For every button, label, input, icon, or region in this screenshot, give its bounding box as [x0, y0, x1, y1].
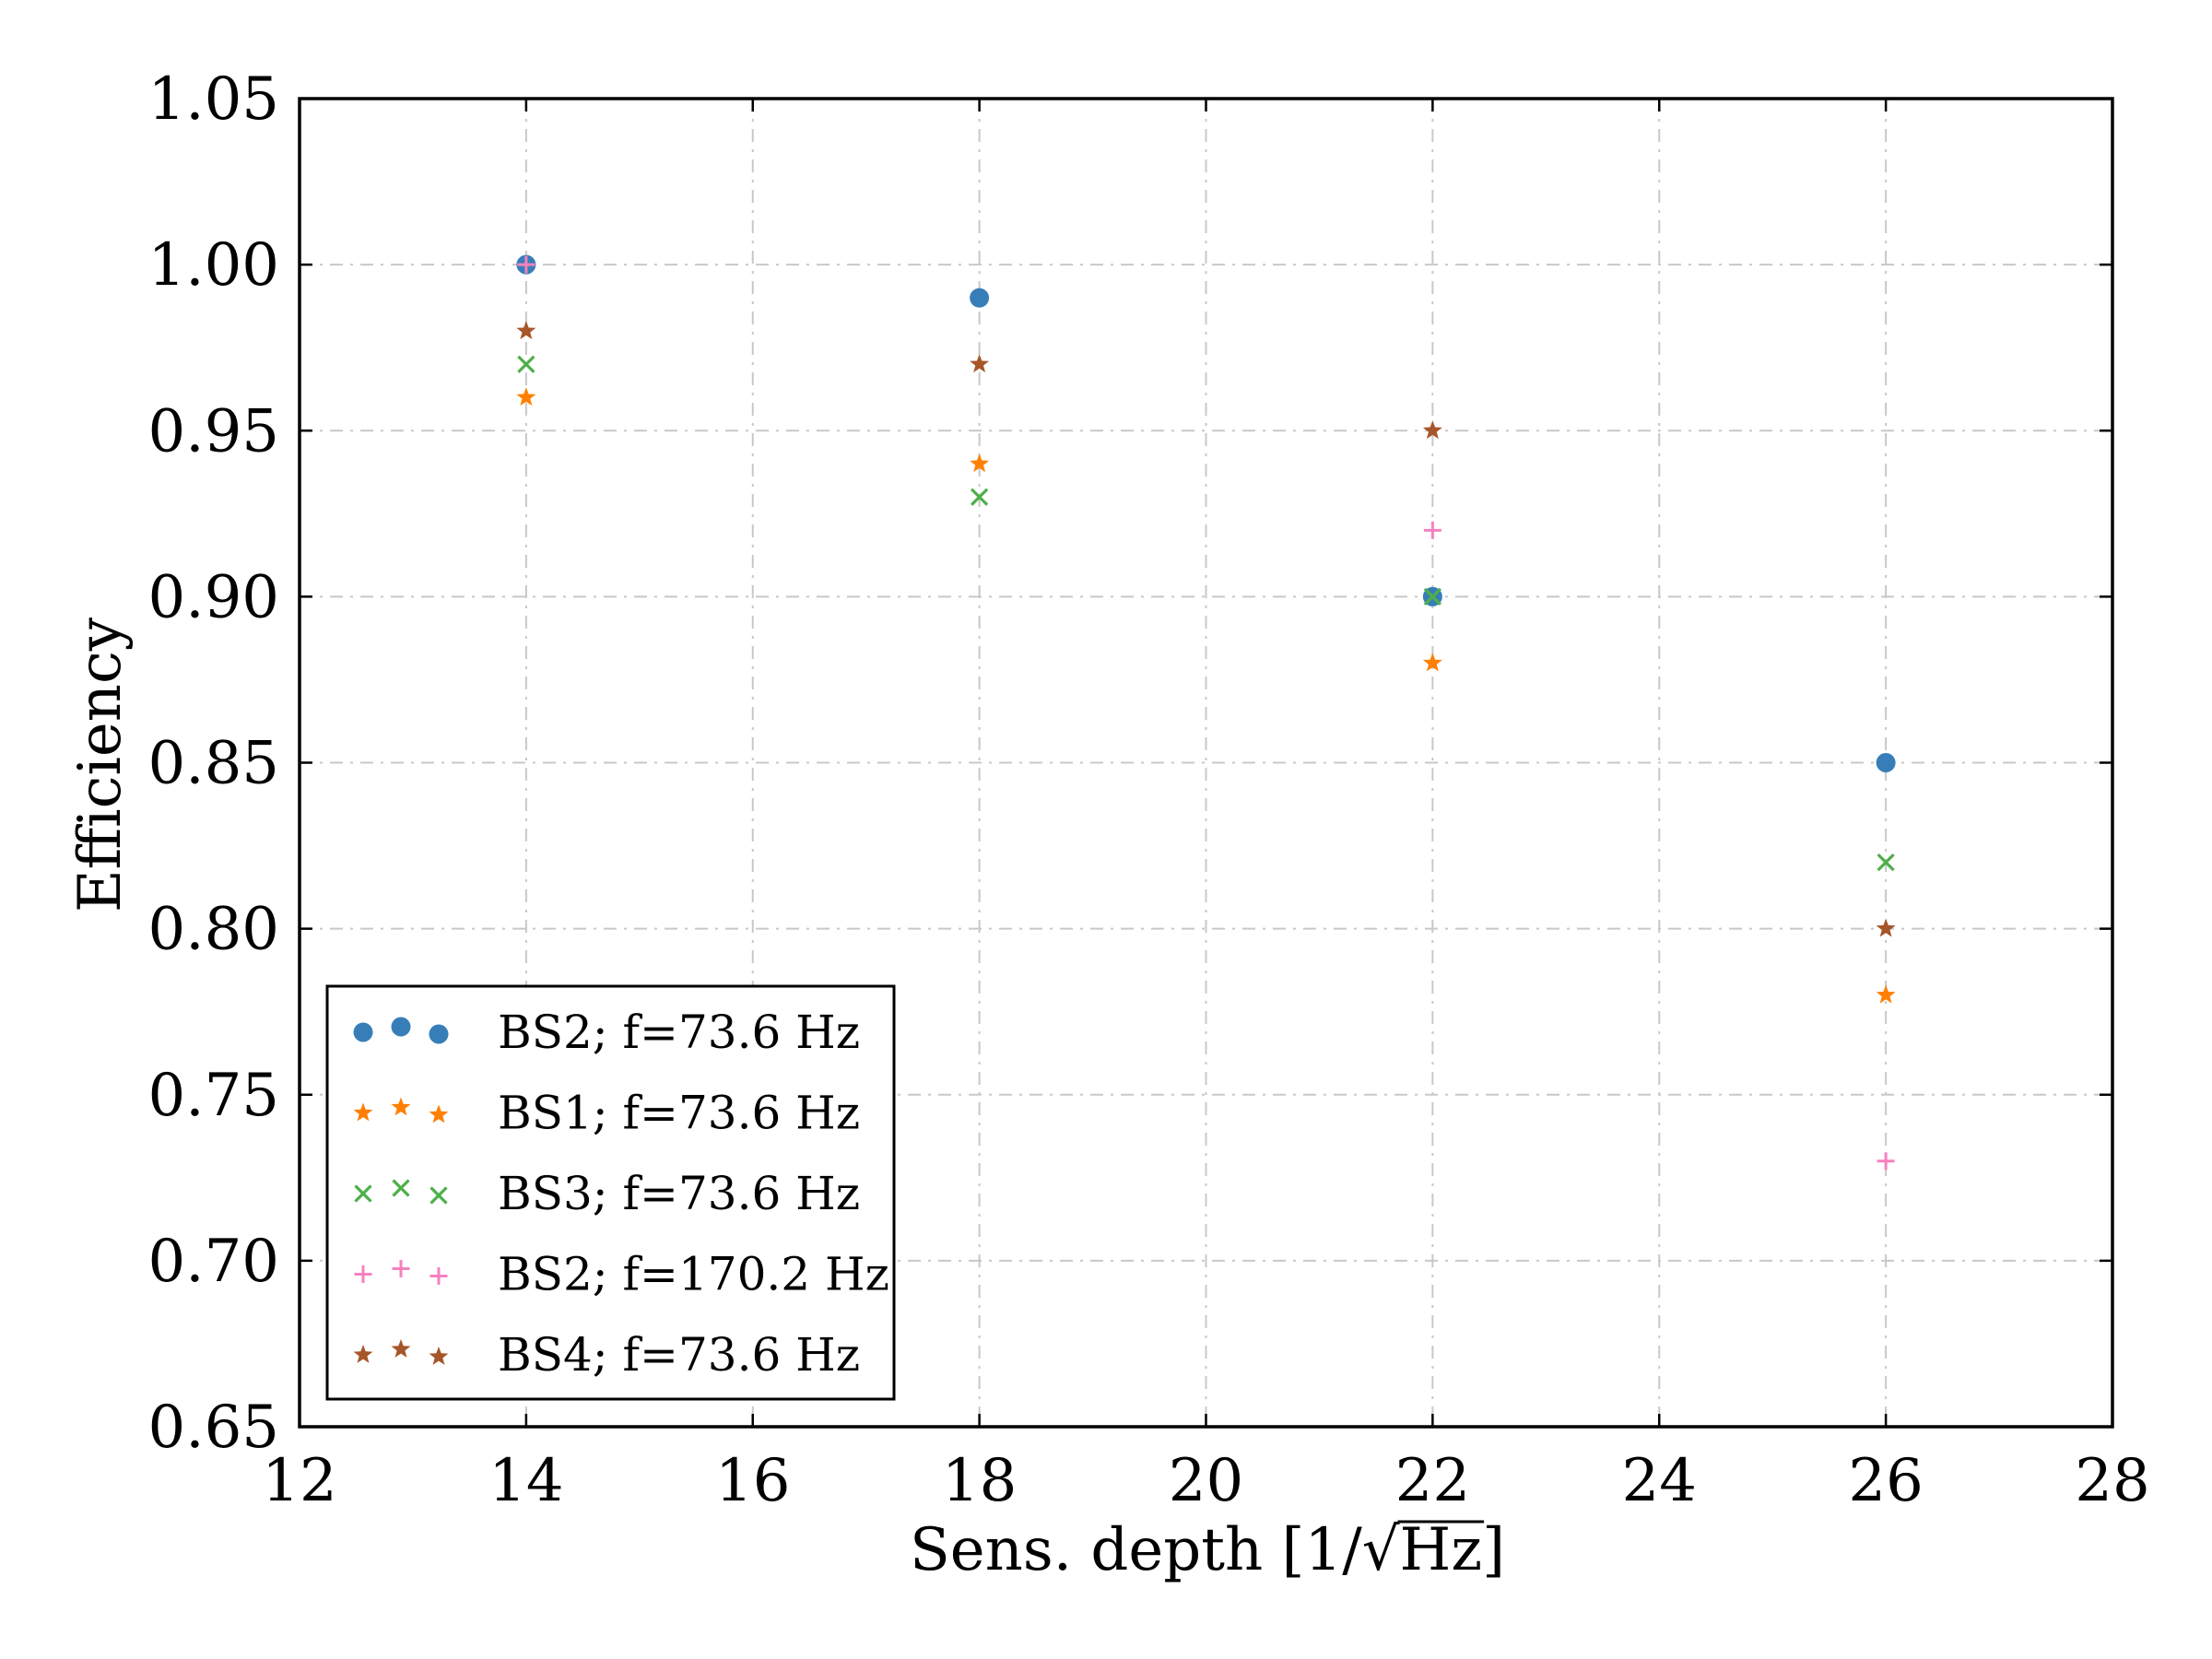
x-axis-label-radicand: Hz: [1400, 1516, 1483, 1584]
legend-label: BS4; f=73.6 Hz: [498, 1328, 860, 1382]
y-tick-label: 0.80: [148, 896, 280, 964]
data-point: [1876, 753, 1896, 772]
data-point: [1423, 521, 1441, 539]
legend-marker: [392, 1260, 410, 1277]
series-3: [517, 355, 1895, 872]
y-tick-label: 0.90: [148, 563, 280, 631]
data-point: [1876, 918, 1896, 937]
data-point: [1877, 1152, 1895, 1171]
y-tick-label: 0.70: [148, 1228, 280, 1296]
legend-marker: [429, 1267, 448, 1285]
data-point: [516, 321, 536, 340]
legend-marker: [353, 1022, 373, 1042]
legend-marker: [353, 1102, 373, 1122]
data-point: [970, 288, 990, 308]
data-point: [1422, 653, 1442, 672]
x-tick-label: 20: [1169, 1447, 1243, 1515]
x-tick-label: 26: [1848, 1447, 1923, 1515]
x-tick-label: 12: [262, 1447, 336, 1515]
y-axis-label: Efficiency: [66, 618, 135, 912]
data-point: [970, 488, 989, 506]
x-axis-label-suffix: ]: [1482, 1516, 1505, 1584]
x-tick-label: 14: [488, 1447, 563, 1515]
y-tick-label: 0.95: [148, 397, 280, 465]
legend-marker: [429, 1186, 448, 1205]
legend-marker: [429, 1024, 449, 1044]
data-point: [970, 354, 990, 373]
data-point: [517, 255, 535, 274]
x-tick-label: 28: [2075, 1447, 2149, 1515]
data-point: [1423, 587, 1442, 606]
legend-marker: [391, 1339, 411, 1358]
svg-text:Sens. depth [1/√Hz]: Sens. depth [1/√Hz]: [910, 1516, 1505, 1584]
data-points: [516, 254, 1896, 1171]
x-tick-labels: 12 14 16 18 20 22 24 26 28: [262, 1447, 2149, 1515]
data-point: [1876, 984, 1896, 1004]
legend-entry: BS2; f=73.6 Hz: [353, 1006, 860, 1059]
legend-marker: [429, 1347, 449, 1365]
x-tick-label: 16: [715, 1447, 790, 1515]
legend-entry: BS4; f=73.6 Hz: [353, 1328, 860, 1382]
x-axis-label: Sens. depth [1/√Hz]: [910, 1516, 1505, 1584]
legend-label: BS3; f=73.6 Hz: [498, 1167, 860, 1220]
y-tick-label: 0.65: [148, 1394, 280, 1462]
legend-marker: [354, 1184, 372, 1203]
data-point: [970, 453, 990, 473]
legend-entry: BS3; f=73.6 Hz: [354, 1167, 860, 1220]
plot-frame: [298, 97, 2114, 1429]
legend-marker: [391, 1017, 411, 1037]
legend-box: [325, 984, 896, 1401]
legend-marker: [354, 1265, 372, 1283]
x-axis-label-radical: √: [1362, 1516, 1400, 1584]
x-tick-label: 22: [1395, 1447, 1470, 1515]
y-tick-label: 0.75: [148, 1062, 280, 1130]
legend-marker: [429, 1104, 449, 1124]
x-axis-label-prefix: Sens. depth [1/: [910, 1516, 1362, 1584]
x-tick-label: 18: [942, 1447, 1017, 1515]
series-4: [517, 255, 1895, 1171]
data-point: [516, 387, 536, 406]
y-tick-labels: 0.65 0.70 0.75 0.80 0.85 0.90 0.95 1.00 1.05: [148, 65, 280, 1462]
legend-marker: [353, 1345, 373, 1363]
y-tick-label: 0.85: [148, 730, 280, 798]
legend-entry: BS1; f=73.6 Hz: [353, 1087, 860, 1140]
legend-entry: BS2; f=170.2 Hz: [354, 1248, 889, 1301]
y-tick-label: 1.05: [148, 65, 280, 134]
series-2: [516, 387, 1896, 1004]
series-5: [516, 321, 1896, 937]
legend-marker: [392, 1179, 410, 1197]
data-point: [1422, 420, 1442, 440]
legend: BS2; f=73.6 Hz BS1; f=73.6 Hz BS3; f=73.6 …: [325, 984, 896, 1401]
legend-label: BS2; f=73.6 Hz: [498, 1006, 860, 1059]
x-tick-label: 24: [1622, 1447, 1697, 1515]
legend-label: BS1; f=73.6 Hz: [498, 1087, 860, 1140]
data-point: [517, 355, 535, 373]
legend-label: BS2; f=170.2 Hz: [498, 1248, 889, 1301]
legend-marker: [391, 1097, 411, 1116]
y-tick-label: 1.00: [148, 231, 280, 300]
data-point: [1877, 853, 1895, 872]
